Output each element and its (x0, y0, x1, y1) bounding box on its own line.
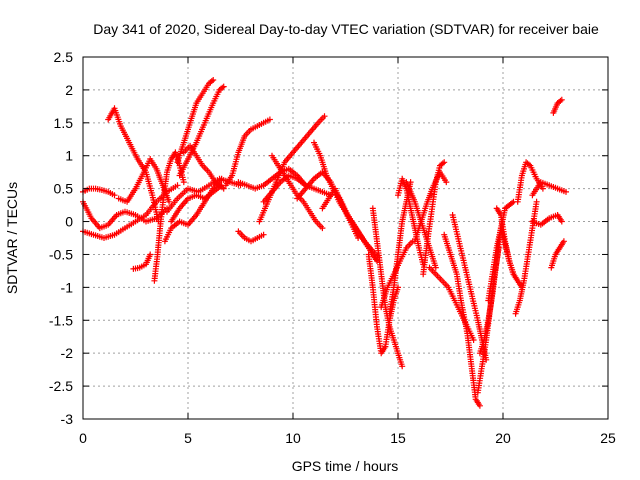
data-point-arc13 (220, 185, 227, 192)
axis-ticks (82, 56, 609, 420)
plot-frame (82, 56, 609, 420)
x-tick-label: 20 (495, 430, 511, 446)
y-tick-label: 2 (65, 82, 73, 98)
data-point-arc39 (539, 185, 546, 192)
y-axis-label: SDTVAR / TECUs (4, 182, 20, 294)
data-point-arc41 (558, 218, 565, 225)
y-tick-label: -1 (61, 279, 74, 295)
x-tick-label: 15 (390, 430, 406, 446)
x-tick-label: 10 (285, 430, 301, 446)
data-point-arc21 (355, 235, 362, 241)
data-point-arc07 (180, 179, 187, 186)
y-tick-label: -3 (61, 411, 74, 427)
x-tick-label: 25 (600, 430, 616, 446)
tick-labels: 0 5 10 15 20 25 -3 -2.5 -2 -1.5 -1 -0.5 0 0.5 1 1.5 2 2.5 (49, 49, 616, 446)
data-point-arc29 (443, 179, 450, 186)
y-tick-label: 0.5 (54, 181, 74, 197)
data-point-arc43 (557, 97, 564, 104)
data-point-arc30 (441, 159, 448, 166)
x-axis-label: GPS time / hours (292, 458, 399, 474)
data-point-arc06 (147, 251, 154, 258)
data-point-arc28 (432, 264, 439, 271)
data-point-arc17 (321, 113, 328, 120)
data-point-arc02 (174, 182, 181, 189)
data-point-arc14 (266, 116, 273, 123)
data-point-arc38 (533, 198, 540, 205)
data-point-arc40 (563, 188, 569, 195)
x-tick-label: 0 (79, 430, 87, 446)
data-point-arc39 (525, 161, 532, 168)
data-point-arc32 (476, 402, 483, 409)
y-tick-label: 2.5 (54, 49, 74, 65)
y-tick-label: 1.5 (54, 115, 74, 131)
chart-title: Day 341 of 2020, Sidereal Day-to-day VTE… (93, 21, 599, 37)
data-point-arc24 (399, 363, 406, 370)
data-point-arc42 (560, 238, 567, 245)
data-points (80, 77, 569, 409)
y-tick-label: -2 (61, 345, 74, 361)
data-point-arc43 (558, 96, 565, 103)
x-tick-label: 5 (184, 430, 192, 446)
y-tick-label: 0 (65, 214, 73, 230)
data-point-arc15 (260, 231, 267, 238)
y-tick-label: 1 (65, 148, 73, 164)
y-tick-label: -0.5 (49, 246, 73, 262)
y-tick-label: -1.5 (49, 312, 73, 328)
data-point-arc19 (319, 225, 326, 232)
data-point-arc01 (111, 192, 118, 199)
data-point-arc31 (470, 337, 477, 343)
data-point-arc10 (210, 77, 217, 83)
y-tick-label: -2.5 (49, 378, 73, 394)
data-point-arc12 (220, 83, 227, 90)
data-point-arc05 (166, 198, 173, 205)
